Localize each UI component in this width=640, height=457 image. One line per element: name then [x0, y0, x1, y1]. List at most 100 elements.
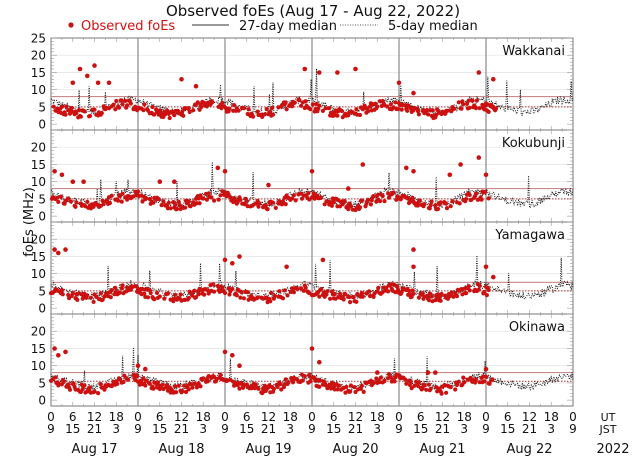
- observed-point: [375, 370, 380, 375]
- observed-point: [53, 375, 58, 380]
- y-tick-label: 15: [31, 250, 46, 264]
- observed-point: [347, 295, 352, 300]
- observed-point: [416, 112, 421, 117]
- observed-point: [157, 179, 163, 184]
- observed-point: [88, 295, 93, 300]
- observed-point: [71, 381, 76, 386]
- x-tick-ut: 6: [330, 410, 338, 424]
- observed-point: [192, 288, 197, 293]
- y-tick-label: 20: [31, 233, 46, 247]
- y-tick-label: 15: [31, 158, 46, 172]
- observed-point: [299, 286, 304, 291]
- observed-point: [290, 196, 295, 201]
- observed-point: [447, 172, 453, 178]
- observed-point: [378, 375, 383, 380]
- observed-point: [143, 383, 148, 388]
- observed-point: [101, 202, 106, 207]
- x-tick-ut: 0: [308, 410, 316, 424]
- observed-point: [344, 384, 349, 389]
- observed-point: [98, 291, 103, 296]
- observed-point: [96, 391, 101, 396]
- observed-point: [120, 191, 125, 196]
- observed-point: [56, 250, 61, 256]
- observed-point: [120, 283, 125, 288]
- observed-point: [147, 381, 152, 386]
- observed-point: [82, 383, 87, 388]
- observed-point: [464, 101, 470, 106]
- observed-point: [444, 201, 449, 206]
- day-label: Aug 20: [332, 442, 378, 457]
- x-tick-jst: 9: [395, 422, 403, 436]
- observed-point: [377, 199, 383, 204]
- y-tick-label: 5: [38, 192, 46, 206]
- observed-point: [205, 379, 210, 384]
- observed-point: [67, 111, 73, 116]
- observed-point: [92, 63, 97, 68]
- observed-point: [63, 349, 68, 355]
- x-tick-jst: 21: [348, 422, 363, 436]
- observed-point: [222, 257, 228, 263]
- observed-point: [411, 169, 416, 174]
- observed-point: [161, 199, 166, 204]
- observed-point: [159, 203, 164, 208]
- observed-point: [282, 288, 287, 293]
- observed-point: [352, 385, 357, 390]
- observed-point: [461, 375, 466, 380]
- observed-point: [439, 291, 444, 297]
- observed-point: [382, 378, 387, 384]
- observed-point: [476, 70, 482, 75]
- observed-point: [367, 289, 372, 294]
- observed-point: [135, 363, 141, 369]
- observed-point: [212, 198, 217, 203]
- observed-point: [317, 294, 322, 299]
- observed-point: [228, 195, 233, 200]
- observed-point: [52, 247, 57, 252]
- observed-point: [264, 107, 269, 112]
- observed-point: [160, 382, 165, 387]
- observed-point: [470, 98, 475, 103]
- x-tick-jst: 15: [413, 422, 428, 436]
- observed-point: [474, 98, 479, 103]
- observed-point: [56, 199, 61, 204]
- x-tick-ut: 18: [283, 410, 298, 424]
- y-tick-label: 0: [38, 210, 46, 224]
- observed-point: [51, 104, 56, 109]
- observed-point: [156, 196, 161, 202]
- observed-point: [449, 290, 454, 295]
- observed-point: [106, 80, 112, 86]
- observed-point: [303, 99, 308, 104]
- observed-point: [85, 293, 90, 298]
- observed-point: [464, 196, 469, 202]
- observed-point: [467, 105, 472, 110]
- observed-point: [117, 194, 122, 199]
- observed-series: [49, 155, 491, 213]
- y-tick-label: 5: [38, 100, 46, 114]
- y-tick-label: 5: [38, 284, 46, 298]
- observed-point: [309, 346, 315, 351]
- observed-point: [424, 387, 429, 392]
- x-tick-jst: 15: [65, 422, 80, 436]
- observed-point: [477, 106, 482, 111]
- x-tick-ut: 6: [417, 410, 425, 424]
- observed-point: [491, 274, 496, 280]
- y-tick-label: 0: [38, 302, 46, 316]
- observed-point: [357, 205, 363, 210]
- observed-point: [144, 196, 149, 201]
- observed-point: [241, 106, 247, 111]
- observed-point: [366, 197, 371, 202]
- day-label: Aug 18: [158, 442, 204, 457]
- observed-point: [270, 200, 276, 205]
- observed-point: [486, 287, 491, 293]
- station-label: Wakkanai: [502, 44, 565, 59]
- median-5day-series: [50, 255, 574, 302]
- observed-series: [48, 247, 496, 305]
- observed-point: [98, 382, 103, 387]
- x-tick-ut: 0: [134, 410, 142, 424]
- observed-point: [425, 370, 431, 375]
- observed-point: [317, 359, 322, 365]
- observed-point: [444, 390, 449, 395]
- observed-point: [385, 104, 390, 109]
- legend-observed-label: Observed foEs: [81, 19, 175, 34]
- observed-point: [428, 203, 433, 208]
- observed-point: [178, 292, 183, 297]
